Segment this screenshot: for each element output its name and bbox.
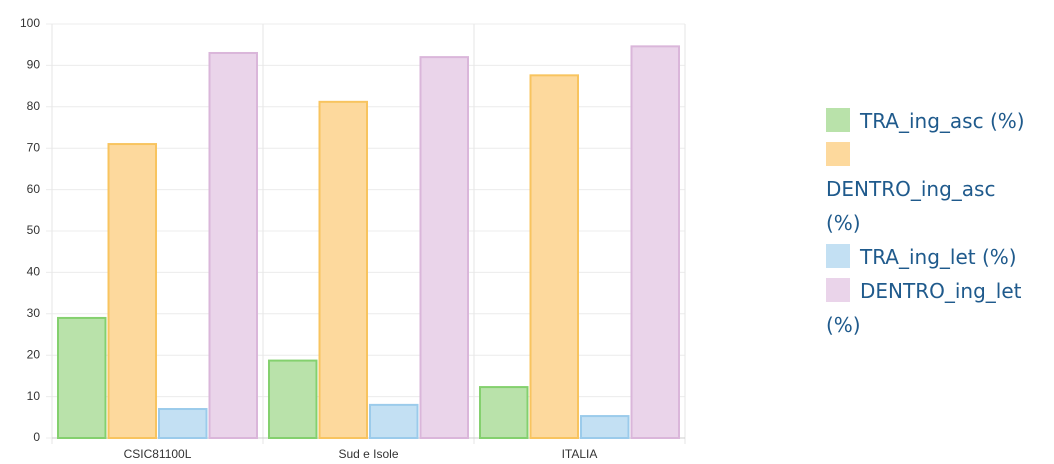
bar xyxy=(479,386,529,440)
legend-label: TRA_ing_asc (%) xyxy=(860,109,1025,133)
bar xyxy=(630,45,680,440)
y-tick-label: 90 xyxy=(27,58,41,72)
bar xyxy=(208,51,258,439)
y-tick-label: 50 xyxy=(27,223,41,237)
bar xyxy=(419,56,469,440)
x-tick-label: ITALIA xyxy=(562,447,598,461)
legend-swatch xyxy=(826,278,850,302)
legend-item: TRA_ing_asc (%) xyxy=(826,104,1026,138)
bar xyxy=(529,74,579,439)
legend-swatch xyxy=(826,108,850,132)
y-tick-label: 0 xyxy=(33,430,40,444)
legend-item: DENTRO_ing_asc (%) xyxy=(826,138,1026,240)
legend-label: DENTRO_ing_let (%) xyxy=(826,279,1022,337)
y-tick-label: 70 xyxy=(27,140,41,154)
bar xyxy=(318,100,368,439)
y-tick-label: 100 xyxy=(20,16,40,30)
y-tick-label: 60 xyxy=(27,182,41,196)
legend: TRA_ing_asc (%) DENTRO_ing_asc (%) TRA_ing… xyxy=(826,104,1026,342)
legend-item: DENTRO_ing_let (%) xyxy=(826,274,1026,342)
y-tick-label: 80 xyxy=(27,99,41,113)
bar xyxy=(268,359,318,439)
bar xyxy=(369,403,419,440)
bar xyxy=(158,408,208,439)
x-tick-label: CSIC81100L xyxy=(124,447,192,461)
bar xyxy=(107,143,157,439)
legend-swatch xyxy=(826,142,850,166)
chart: 0 10 20 30 40 50 60 70 80 90 100 CSIC81100L Sud e Is… xyxy=(20,16,686,461)
bar xyxy=(57,316,107,439)
x-tick-label: Sud e Isole xyxy=(338,447,398,461)
y-tick-label: 30 xyxy=(27,306,41,320)
bar xyxy=(580,415,630,440)
y-tick-label: 10 xyxy=(27,389,41,403)
legend-item: TRA_ing_let (%) xyxy=(826,240,1026,274)
legend-swatch xyxy=(826,244,850,268)
legend-label: DENTRO_ing_asc (%) xyxy=(826,177,996,235)
y-tick-label: 20 xyxy=(27,347,41,361)
y-tick-label: 40 xyxy=(27,265,41,279)
legend-label: TRA_ing_let (%) xyxy=(860,245,1017,269)
